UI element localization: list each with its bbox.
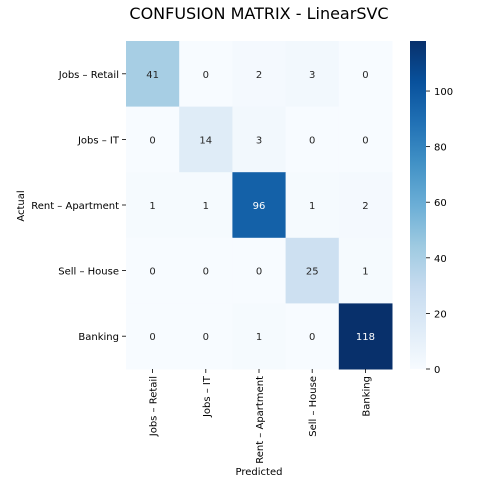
heatmap-cell [232,237,287,304]
cell-value-label: 0 [309,135,315,146]
x-tick-label: Jobs – Retail [149,376,160,437]
heatmap-cell [232,172,287,239]
colorbar [410,41,426,369]
x-tick-labels: Jobs – Retail Jobs – IT Rent – Apartment Se… [149,369,372,464]
cell-value-label: 25 [306,267,319,278]
heatmap-cell [338,303,393,370]
x-tick-label: Sell – House [308,376,319,437]
colorbar-tick-label: 0 [434,365,440,376]
x-axis-label: Predicted [236,467,283,478]
cell-value-label: 0 [256,267,262,278]
cell-value-label: 0 [309,332,315,343]
colorbar-tick-label: 60 [434,198,447,209]
y-tick-label: Sell – House [58,267,119,278]
heatmap-cell [179,303,233,370]
x-tick-label: Rent – Apartment [255,376,266,464]
heatmap-cell [285,172,340,239]
cell-value-label: 0 [149,332,155,343]
cell-value-label: 0 [203,267,209,278]
y-tick-label: Jobs – Retail [58,70,119,81]
heatmap-cell [126,41,180,108]
cell-value-label: 0 [203,332,209,343]
cell-value-label: 0 [149,135,155,146]
heatmap-cell [179,237,233,304]
heatmap-cell [126,172,180,239]
cell-value-label: 2 [256,70,262,81]
cell-value-label: 1 [203,201,209,212]
heatmap-cell [179,41,233,108]
y-tick-label: Rent – Apartment [31,201,119,212]
cell-value-label: 1 [362,267,368,278]
heatmap-cells: 41 0 2 3 0 0 14 3 0 0 1 1 96 1 2 0 0 0 25 1 0 0 1 0 118 [126,41,393,370]
chart-title: CONFUSION MATRIX - LinearSVC [129,4,388,23]
heatmap-cell [338,41,393,108]
cell-value-label: 0 [149,267,155,278]
heatmap-cell [232,41,287,108]
cell-value-label: 2 [362,201,368,212]
heatmap-cell [179,172,233,239]
cell-value-label: 0 [362,70,368,81]
heatmap-cell [285,106,340,173]
cell-value-label: 14 [199,135,212,146]
colorbar-ticks: 0 20 40 60 80 100 [426,87,453,376]
cell-value-label: 1 [149,201,155,212]
y-tick-label: Banking [78,332,119,343]
heatmap-cell [285,237,340,304]
cell-value-label: 0 [203,70,209,81]
cell-value-label: 1 [309,201,315,212]
heatmap-cell [179,106,233,173]
colorbar-tick-label: 100 [434,87,453,98]
x-tick-label: Jobs – IT [202,375,213,418]
colorbar-tick-label: 20 [434,309,447,320]
cell-value-label: 3 [309,70,315,81]
cell-value-label: 118 [356,332,375,343]
cell-value-label: 0 [362,135,368,146]
heatmap-cell [338,237,393,304]
heatmap-cell [338,106,393,173]
heatmap-cell [126,303,180,370]
cell-value-label: 96 [253,201,266,212]
heatmap-cell [232,303,287,370]
heatmap-cell [338,172,393,239]
heatmap-cell [285,41,340,108]
x-tick-label: Banking [361,376,372,417]
colorbar-tick-label: 40 [434,254,447,265]
y-tick-label: Jobs – IT [77,135,120,146]
y-tick-labels: Jobs – Retail Jobs – IT Rent – Apartment Se… [31,70,126,343]
y-axis-label: Actual [16,190,27,221]
heatmap-cell [285,303,340,370]
heatmap-cell [232,106,287,173]
cell-value-label: 41 [146,70,159,81]
heatmap-cell [126,106,180,173]
cell-value-label: 3 [256,135,262,146]
colorbar-tick-label: 80 [434,143,447,154]
cell-value-label: 1 [256,332,262,343]
heatmap-cell [126,237,180,304]
